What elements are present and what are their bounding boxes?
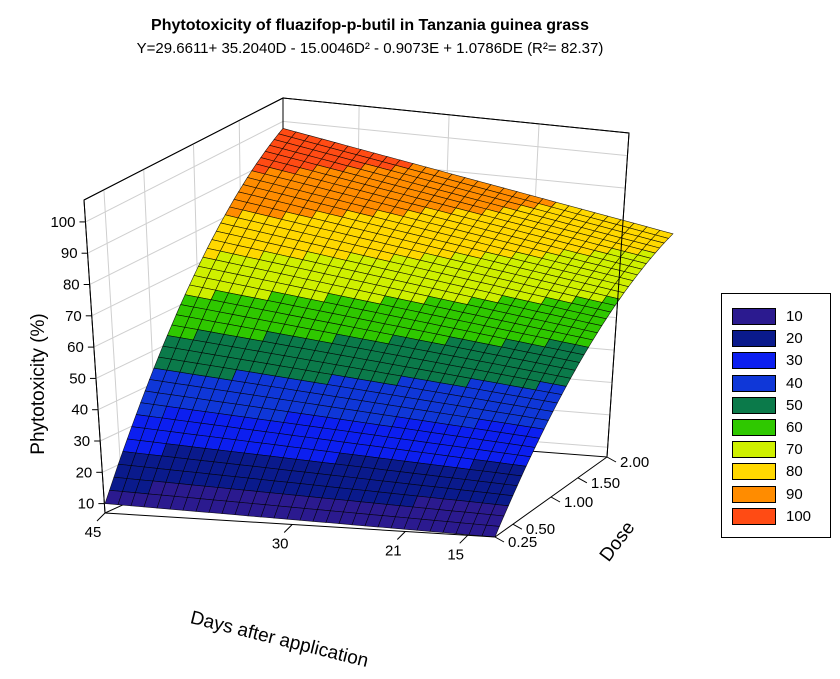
z-tick-label: 20 xyxy=(76,464,93,481)
days-tick-label: 21 xyxy=(385,542,402,559)
dose-tick-label: 0.25 xyxy=(508,534,537,551)
legend-swatch xyxy=(732,330,776,348)
dose-tick xyxy=(494,536,505,543)
legend-label: 90 xyxy=(786,485,803,503)
response-surface xyxy=(104,128,674,538)
dose-tick-label: 0.50 xyxy=(526,521,555,538)
z-tick-label: 100 xyxy=(50,214,75,231)
z-tick-label: 80 xyxy=(63,277,80,294)
z-axis-label: Phytotoxicity (%) xyxy=(28,313,49,454)
z-tick-label: 90 xyxy=(61,245,78,262)
z-tick-label: 50 xyxy=(69,370,86,387)
days-tick xyxy=(459,534,469,544)
legend-swatch xyxy=(732,507,776,525)
days-gridline xyxy=(103,189,124,505)
dose-tick-label: 1.00 xyxy=(564,494,593,511)
days-tick xyxy=(396,531,406,540)
axes: 10 20 30 40 50 60 70 80 90 100 45 30 21 15 2.001.50 1.0… xyxy=(50,97,649,563)
chart-title: Phytotoxicity of fluazifop-p-butil in Ta… xyxy=(151,17,589,34)
legend-label: 100 xyxy=(786,507,812,525)
legend-swatch xyxy=(732,485,776,503)
legend-label: 20 xyxy=(786,330,803,348)
z-tick-label: 40 xyxy=(71,402,88,419)
color-legend: 10 20 30 40 50 60 70 80 90 100 xyxy=(721,293,831,538)
legend-label: 60 xyxy=(786,419,803,436)
dose-tick xyxy=(550,496,561,503)
legend-label: 30 xyxy=(786,352,803,370)
legend-label: 40 xyxy=(786,374,803,392)
legend-swatch xyxy=(732,463,776,481)
z-tick-label: 10 xyxy=(78,496,95,513)
dose-tick-label: 2.00 xyxy=(620,454,649,471)
x-axis-label: Days after application xyxy=(188,607,370,672)
days-tick xyxy=(283,524,293,533)
legend-label: 50 xyxy=(786,396,803,414)
legend-swatch xyxy=(732,441,776,459)
days-tick-label: 15 xyxy=(447,546,464,563)
legend-swatch xyxy=(732,396,776,414)
legend-swatch xyxy=(732,308,776,325)
days-tick-label: 45 xyxy=(85,524,102,541)
z-tick-label: 60 xyxy=(67,339,84,356)
dose-tick xyxy=(512,523,523,530)
dose-tick-label: 1.50 xyxy=(591,475,620,492)
chart-equation: Y=29.6611+ 35.2040D - 15.0046D² - 0.9073… xyxy=(136,40,604,57)
legend-swatch xyxy=(732,374,776,392)
z-tick-label: 30 xyxy=(73,433,90,450)
days-tick xyxy=(96,512,106,522)
dose-tick xyxy=(577,477,588,484)
legend-label: 80 xyxy=(786,463,803,481)
y-axis-label: Dose xyxy=(596,518,639,566)
legend-label: 70 xyxy=(786,441,803,459)
z-tick-label: 70 xyxy=(65,308,82,325)
days-tick-label: 30 xyxy=(272,536,289,553)
dose-tick xyxy=(606,456,617,463)
legend-swatch xyxy=(732,352,776,370)
legend-label: 10 xyxy=(786,308,803,325)
legend-swatch xyxy=(732,419,776,436)
